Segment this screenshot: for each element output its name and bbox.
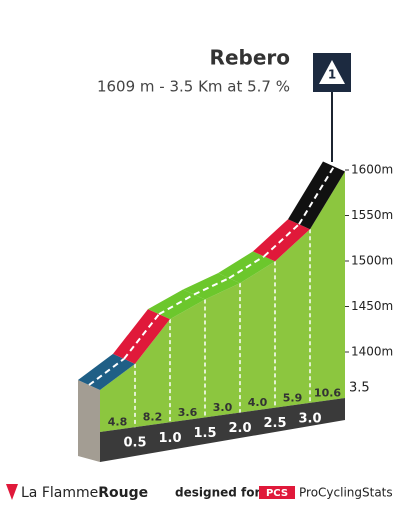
badge-label: 1 bbox=[328, 68, 336, 82]
pcs-badge bbox=[259, 486, 295, 499]
distance-label: 0.5 bbox=[123, 436, 146, 451]
center-dash bbox=[193, 277, 230, 296]
site-name: ProCyclingStats bbox=[299, 486, 393, 500]
gradient-segment bbox=[113, 309, 170, 364]
designed-for: designed for bbox=[175, 486, 260, 500]
center-dash bbox=[88, 358, 125, 386]
front-face bbox=[100, 171, 345, 432]
gradient-label: 10.6 bbox=[314, 386, 341, 399]
gradient-label: 3.0 bbox=[213, 401, 233, 414]
distance-label: 2.5 bbox=[263, 416, 286, 431]
center-dash bbox=[158, 293, 195, 316]
center-dash bbox=[228, 255, 265, 280]
center-dash bbox=[298, 165, 335, 225]
distance-label: 3.0 bbox=[298, 411, 321, 426]
distance-label: 1.5 bbox=[193, 426, 216, 441]
y-tick-label: 1400m bbox=[351, 345, 393, 359]
y-tick-label: 1550m bbox=[351, 208, 393, 222]
center-dash bbox=[263, 223, 300, 258]
chart-subtitle: 1609 m - 3.5 Km at 5.7 % bbox=[97, 78, 290, 96]
base-strip bbox=[100, 398, 345, 462]
brand: La FlammeRouge bbox=[21, 485, 148, 501]
distance-label: 2.0 bbox=[228, 421, 251, 436]
distance-label: 1.0 bbox=[158, 431, 181, 446]
y-tick-label: 1500m bbox=[351, 254, 393, 268]
gradient-label: 5.9 bbox=[283, 391, 303, 404]
side-face bbox=[78, 380, 100, 462]
y-tick-label: 1600m bbox=[351, 163, 393, 177]
footer: La FlammeRouge designed for PCS ProCycli… bbox=[6, 484, 393, 501]
gradient-label: 4.0 bbox=[248, 396, 268, 409]
pcs-label: PCS bbox=[266, 488, 288, 499]
gradient-label: 4.8 bbox=[108, 416, 128, 429]
logo-flame bbox=[6, 484, 18, 500]
gradient-label: 3.6 bbox=[178, 406, 198, 419]
brand-left: La Flamme bbox=[21, 485, 98, 501]
badge-triangle bbox=[319, 60, 345, 84]
distance-label: 3.5 bbox=[349, 381, 370, 396]
brand-right: Rouge bbox=[98, 485, 148, 501]
chart-title: Rebero bbox=[210, 46, 290, 70]
gradient-label: 8.2 bbox=[143, 411, 163, 424]
y-tick-label: 1450m bbox=[351, 299, 393, 313]
